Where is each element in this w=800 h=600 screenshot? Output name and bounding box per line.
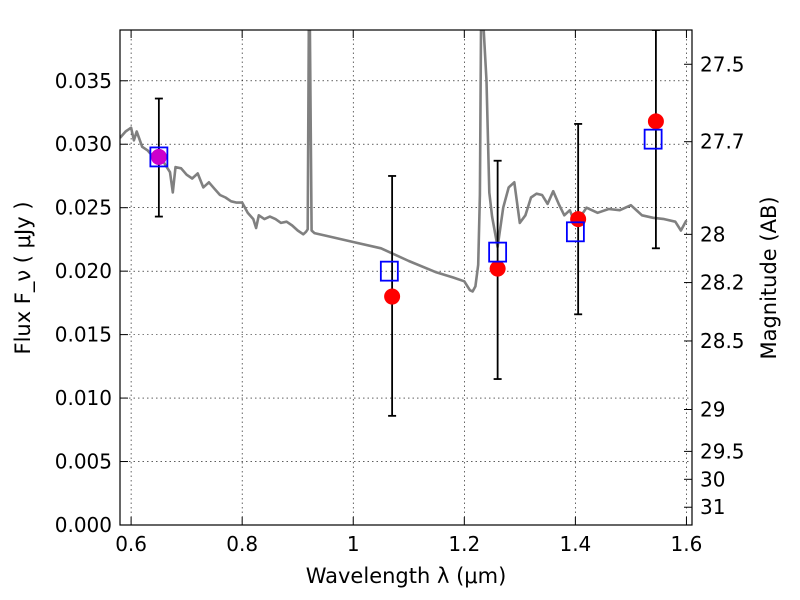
- magnitude-tick-label: 29: [700, 398, 725, 422]
- magnitude-tick-label: 30: [700, 467, 725, 491]
- magnitude-tick-label: 27.7: [700, 130, 745, 154]
- x-tick-label: 1.2: [448, 532, 480, 556]
- magnitude-tick-label: 31: [700, 495, 725, 519]
- y-tick-label: 0.035: [55, 69, 112, 93]
- marker-layer: [149, 113, 664, 305]
- ticks: [120, 30, 692, 526]
- observed-flux-point: [489, 260, 506, 277]
- grid: [120, 30, 692, 526]
- model-flux-square: [565, 221, 585, 243]
- x-tick-label: 1: [347, 532, 360, 556]
- y-tick-label: 0.030: [55, 132, 112, 156]
- y-tick-label: 0.005: [55, 450, 112, 474]
- x-tick-label: 0.6: [115, 532, 147, 556]
- magnitude-tick-label: 28: [700, 222, 725, 246]
- magnitude-axis-label: Magnitude (AB): [757, 196, 781, 359]
- observed-flux-point: [647, 113, 664, 130]
- magnitude-tick-label: 28.5: [700, 329, 745, 353]
- magnitude-tick-label: 27.5: [700, 52, 745, 76]
- magnitude-tick-label: 29.5: [700, 439, 745, 463]
- magnitude-tick-label: 28.2: [700, 271, 745, 295]
- plot-frame: [119, 29, 693, 526]
- y-tick-label: 0.010: [55, 386, 112, 410]
- y-axis-label: Flux F_ν ( μJy ): [11, 201, 36, 354]
- y-tick-label: 0.025: [55, 196, 112, 220]
- model-flux-square: [488, 241, 508, 263]
- model-flux-square: [379, 260, 399, 282]
- y-tick-label: 0.020: [55, 259, 112, 283]
- x-tick-label: 1.4: [559, 532, 591, 556]
- sed-model-curve: [120, 30, 688, 293]
- model-flux-square: [149, 146, 169, 168]
- observed-flux-point: [384, 288, 401, 305]
- x-tick-label: 1.6: [671, 532, 703, 556]
- error-bar: [651, 30, 660, 250]
- tick-labels: 0.6 0.8 1 1.2 1.4 1.6 0.000 0.005 0.010 0.015 0.02…: [55, 52, 745, 556]
- y-tick-label: 0.015: [55, 323, 112, 347]
- y-tick-label: 0.000: [55, 513, 112, 537]
- model-flux-square: [643, 128, 663, 150]
- x-tick-label: 0.8: [226, 532, 258, 556]
- sed-curve-layer: [120, 30, 688, 293]
- x-axis-label: Wavelength λ (μm): [306, 564, 507, 588]
- observed-flux-point: [150, 148, 167, 165]
